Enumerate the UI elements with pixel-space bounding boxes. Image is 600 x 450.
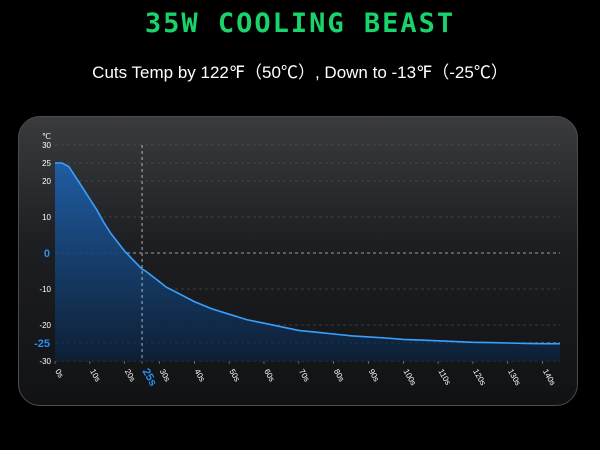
y-tick-label: 10 (42, 213, 51, 222)
x-tick-label: 130s (506, 368, 522, 388)
x-tick-label: 100s (402, 368, 418, 388)
temperature-line (55, 162, 560, 345)
y-tick-label: -25 (34, 338, 50, 350)
y-tick-label: -10 (39, 285, 51, 294)
x-tick-label: 20s (123, 368, 137, 384)
x-tick-label: 80s (332, 368, 346, 384)
y-tick-label: 25 (42, 159, 51, 168)
x-tick-label: 0s (53, 368, 65, 380)
y-tick-label: -30 (39, 357, 51, 366)
y-tick-label: 20 (42, 177, 51, 186)
y-axis-label: ℃ (42, 132, 51, 141)
y-tick-label: -20 (39, 321, 51, 330)
page-subtitle: Cuts Temp by 122℉（50℃）, Down to -13℉（-25… (92, 63, 508, 82)
x-tick-label: 60s (262, 368, 276, 384)
y-tick-label: 0 (44, 248, 50, 260)
y-tick-label: 30 (42, 141, 51, 150)
x-tick-label: 10s (88, 368, 102, 384)
x-tick-label: 50s (227, 368, 241, 384)
x-tick-label: 40s (193, 368, 207, 384)
x-tick-label: 120s (471, 368, 487, 388)
y-axis-ticks: 30 25 20 10 0 -10 -20 -25 -30 (34, 141, 51, 366)
page-title: 35W Cooling Beast (144, 8, 456, 39)
x-tick-label: 70s (297, 368, 311, 384)
x-tick-label: 25s (139, 367, 159, 389)
x-tick-label: 90s (367, 368, 381, 384)
x-tick-label: 30s (158, 368, 172, 384)
x-tick-label: 110s (436, 368, 452, 387)
temperature-area (55, 163, 560, 361)
x-tick-label: 140s (541, 368, 557, 388)
